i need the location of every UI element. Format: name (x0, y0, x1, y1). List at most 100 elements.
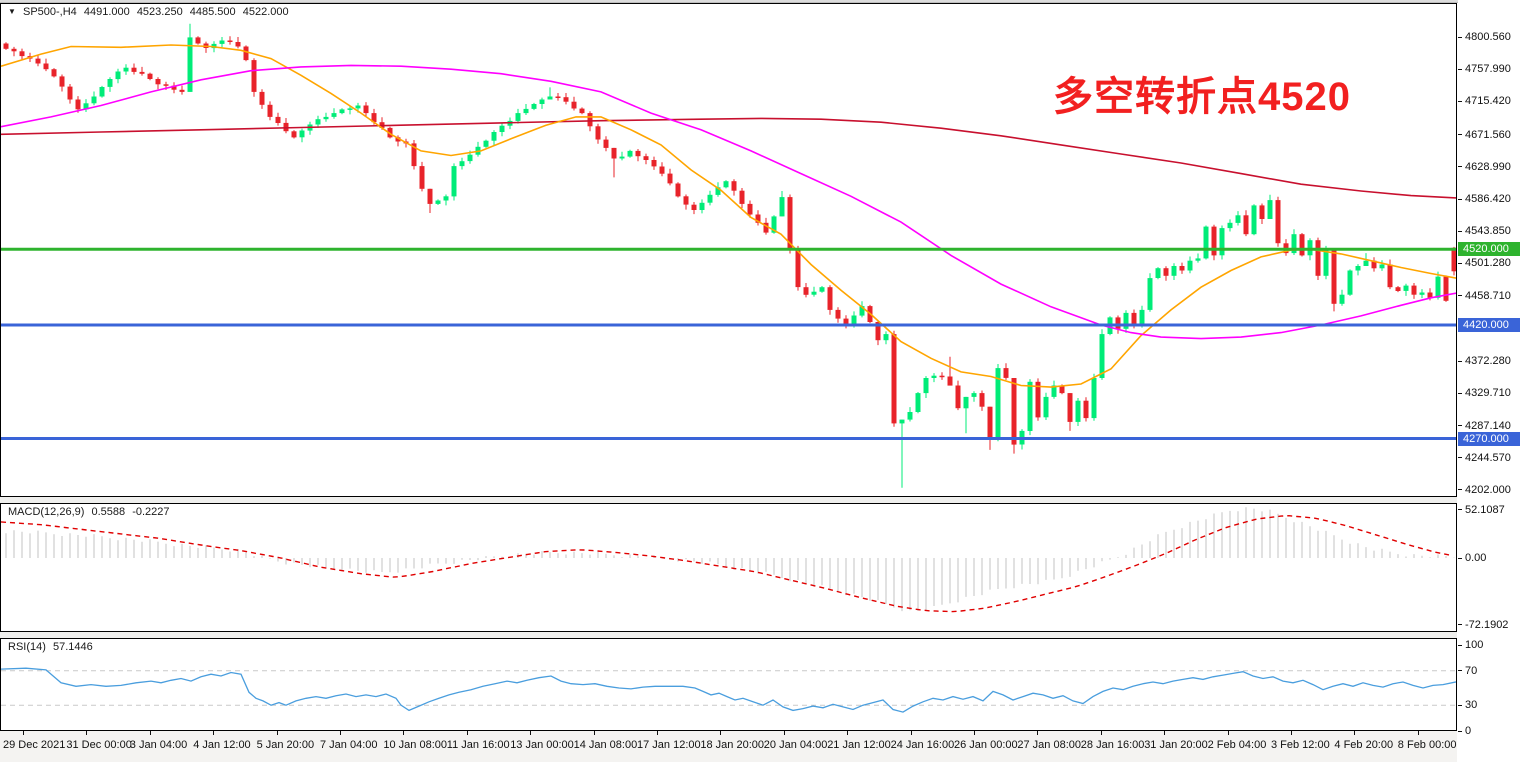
candle (1435, 271, 1441, 300)
candle-body (1443, 276, 1449, 301)
price-scale-tick (1458, 457, 1462, 459)
candle (283, 118, 289, 134)
candle (1091, 373, 1097, 421)
chart-symbol-timeframe: SP500-,H4 (22, 6, 77, 18)
candle (1035, 378, 1041, 421)
candle-body (1059, 385, 1065, 394)
candle-body (667, 173, 673, 184)
candle (1299, 233, 1305, 257)
candle (739, 188, 745, 209)
candle (443, 194, 449, 206)
candle-body (1211, 226, 1217, 256)
candle (419, 161, 425, 192)
price-chart-canvas[interactable] (1, 4, 1456, 496)
rsi-value: 57.1446 (52, 641, 93, 653)
candle-body (987, 406, 993, 439)
symbol-dropdown-icon[interactable]: ▼ (8, 7, 16, 16)
candle (691, 202, 697, 215)
candle (243, 45, 249, 62)
candle (1027, 379, 1033, 436)
candle (1147, 273, 1153, 312)
macd-value: 0.5588 (91, 506, 126, 518)
time-axis-tick (403, 731, 405, 735)
candle-body (1195, 258, 1201, 261)
candle (1395, 286, 1401, 293)
candle (667, 168, 673, 186)
candle (227, 36, 233, 45)
candle (179, 85, 185, 95)
candle (315, 115, 321, 128)
time-axis-tick (720, 731, 722, 735)
candle (651, 156, 657, 170)
candle-body (931, 375, 937, 378)
candle-body (1043, 396, 1049, 418)
macd-label: MACD(12,26,9) (8, 506, 85, 518)
time-axis-tick (657, 731, 658, 735)
time-axis-label: 13 Jan 00:00 (510, 739, 574, 751)
candle-body (299, 130, 305, 138)
candle-body (1291, 234, 1297, 254)
candle (499, 123, 505, 137)
candle-body (803, 287, 809, 295)
ma-fast-line (1, 44, 1456, 388)
macd-panel[interactable]: MACD(12,26,9) 0.5588 -0.2227 (0, 503, 1457, 632)
candle (347, 106, 353, 115)
rsi-panel[interactable]: RSI(14) 57.1446 (0, 638, 1457, 731)
rsi-chart-canvas[interactable] (1, 639, 1456, 730)
candle (955, 380, 961, 411)
rsi-scale-label: 70 (1465, 664, 1478, 677)
candle-body (395, 137, 401, 142)
price-scale-label: 4458.710 (1465, 289, 1511, 302)
window-top-strip (0, 0, 1520, 3)
candle-body (355, 105, 361, 109)
chart-title: ▼ SP500-,H4 4491.000 4523.250 4485.500 4… (8, 6, 293, 18)
panel-separator[interactable] (0, 497, 1457, 503)
candle-body (123, 67, 129, 72)
candle (715, 182, 721, 197)
candle-body (1163, 268, 1169, 276)
rsi-label: RSI(14) (8, 641, 46, 653)
price-scale[interactable]: 4800.560 4757.990 4715.420 4671.560 4628.990… (1458, 0, 1520, 762)
candle-body (643, 156, 649, 160)
candle (971, 391, 977, 402)
candle-body (723, 181, 729, 188)
candle (123, 64, 129, 75)
time-axis-label: 14 Jan 08:00 (573, 739, 638, 751)
time-axis-label: 10 Jan 08:00 (383, 739, 448, 751)
candle-body (115, 71, 121, 80)
candle (1067, 393, 1073, 431)
price-panel[interactable]: ▼ SP500-,H4 4491.000 4523.250 4485.500 4… (0, 3, 1457, 497)
candle-body (747, 203, 753, 215)
time-axis-label: 5 Jan 20:00 (256, 739, 315, 751)
candle-body (971, 393, 977, 397)
candle-body (603, 139, 609, 148)
candle-body (1267, 200, 1273, 219)
candle (1123, 310, 1129, 333)
candle-body (1131, 312, 1137, 325)
candle-body (1323, 249, 1329, 276)
rsi-title: RSI(14) 57.1446 (8, 641, 97, 653)
candle (835, 307, 841, 323)
candle-body (1091, 378, 1097, 419)
candle (331, 108, 337, 119)
candle-body (411, 143, 417, 167)
candle-body (1259, 205, 1265, 219)
macd-chart-canvas[interactable] (1, 504, 1456, 631)
candle-body (635, 150, 641, 157)
time-axis-label: 3 Jan 04:00 (129, 739, 188, 751)
time-axis-tick (466, 731, 468, 735)
time-axis[interactable]: 29 Dec 2021 31 Dec 00:00 3 Jan 04:00 4 Jan … (0, 731, 1457, 762)
panel-separator[interactable] (0, 632, 1457, 638)
candle-body (315, 119, 321, 125)
time-axis-tick (149, 731, 151, 735)
candle-body (1115, 317, 1121, 329)
candle-body (107, 79, 113, 87)
candle (59, 74, 65, 92)
candle-body (1099, 334, 1105, 378)
candle-body (1139, 309, 1145, 325)
candle-body (571, 101, 577, 109)
ma-slow-line (1, 117, 1456, 199)
price-badge-4520: 4520.000 (1458, 242, 1520, 257)
candle (147, 72, 153, 81)
candle (963, 396, 969, 434)
